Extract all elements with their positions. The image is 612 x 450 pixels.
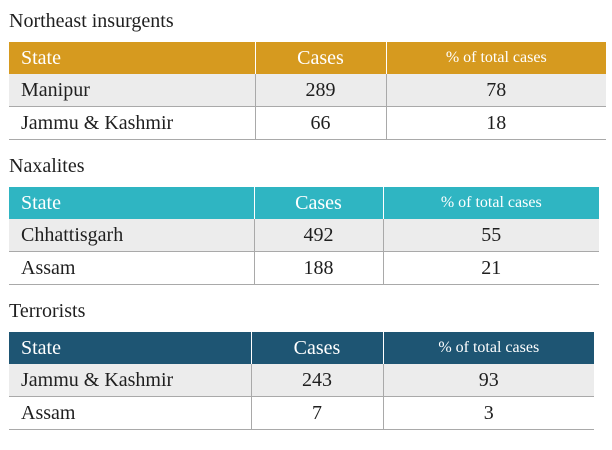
cell-cases: 492 xyxy=(254,219,384,252)
table-header-row: State Cases % of total cases xyxy=(9,187,599,219)
column-header-percent: % of total cases xyxy=(438,339,540,356)
cell-percent: 93 xyxy=(383,364,594,397)
cell-cases: 188 xyxy=(254,251,384,285)
cell-state: Manipur xyxy=(9,74,256,107)
column-header-cases: Cases xyxy=(255,42,387,74)
column-header-state: State xyxy=(9,332,252,364)
table-terrorists: State Cases % of total cases Jammu & Kas… xyxy=(9,332,594,430)
column-header-state: State xyxy=(9,187,255,219)
column-header-state: State xyxy=(9,42,256,74)
cell-state: Jammu & Kashmir xyxy=(9,106,256,140)
cell-cases: 66 xyxy=(255,106,387,140)
section-title-northeast: Northeast insurgents xyxy=(9,10,174,32)
cell-percent: 21 xyxy=(383,251,599,285)
column-header-percent: % of total cases xyxy=(440,194,542,211)
cell-cases: 7 xyxy=(251,396,384,430)
cell-percent: 55 xyxy=(383,219,599,252)
cell-state: Chhattisgarh xyxy=(9,219,255,252)
cell-state: Assam xyxy=(9,251,255,285)
table-northeast: State Cases % of total cases Manipur 289… xyxy=(9,42,606,140)
table-row: Jammu & Kashmir 243 93 xyxy=(9,364,594,397)
cell-cases: 289 xyxy=(255,74,387,107)
table-header-row: State Cases % of total cases xyxy=(9,42,606,74)
table-row: Chhattisgarh 492 55 xyxy=(9,219,599,252)
column-header-cases: Cases xyxy=(254,187,384,219)
column-header-percent: % of total cases xyxy=(445,49,547,66)
table-naxalites: State Cases % of total cases Chhattisgar… xyxy=(9,187,599,285)
section-title-naxalites: Naxalites xyxy=(9,155,85,177)
column-header-cases: Cases xyxy=(251,332,384,364)
cell-percent: 78 xyxy=(386,74,606,107)
cell-percent: 18 xyxy=(386,106,606,140)
cell-state: Assam xyxy=(9,396,252,430)
table-row: Manipur 289 78 xyxy=(9,74,606,107)
cell-cases: 243 xyxy=(251,364,384,397)
table-row: Assam 188 21 xyxy=(9,251,599,285)
table-row: Assam 7 3 xyxy=(9,396,594,430)
table-row: Jammu & Kashmir 66 18 xyxy=(9,106,606,140)
table-header-row: State Cases % of total cases xyxy=(9,332,594,364)
section-title-terrorists: Terrorists xyxy=(9,300,86,322)
cell-state: Jammu & Kashmir xyxy=(9,364,252,397)
cell-percent: 3 xyxy=(383,396,594,430)
